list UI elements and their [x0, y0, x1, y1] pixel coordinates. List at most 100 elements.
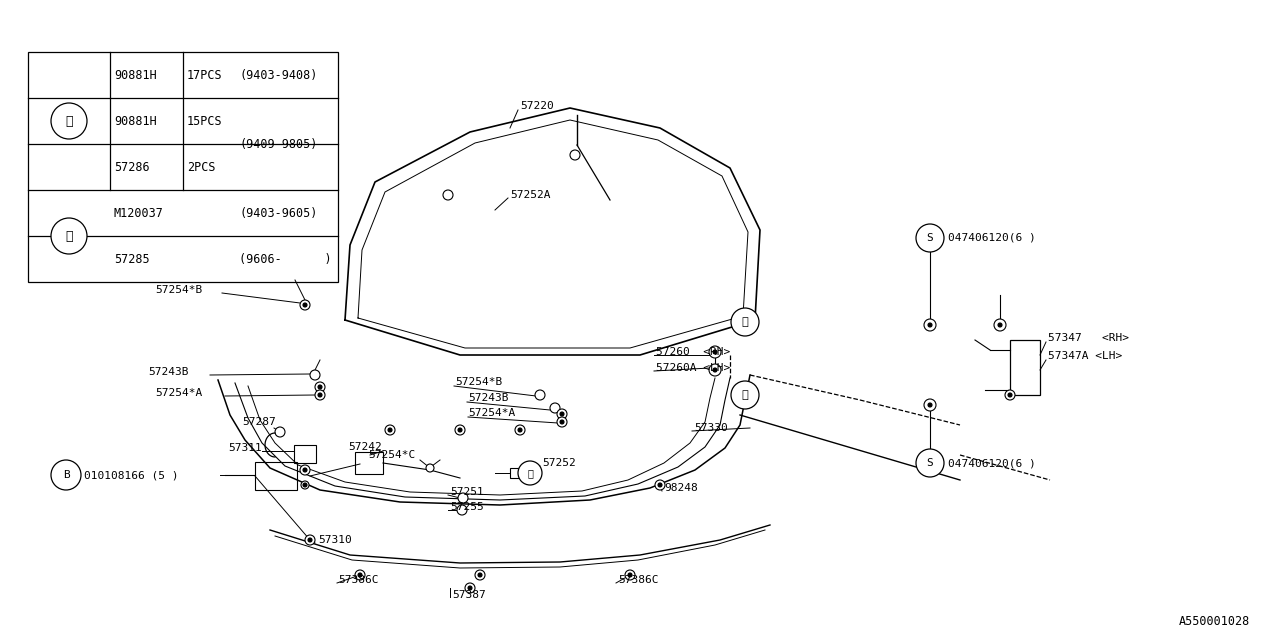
Text: 047406120(6 ): 047406120(6 ) — [948, 458, 1036, 468]
Circle shape — [457, 505, 467, 515]
Text: 57252A: 57252A — [509, 190, 550, 200]
Circle shape — [625, 570, 635, 580]
Bar — [355, 452, 383, 474]
Circle shape — [924, 319, 936, 331]
Text: 57243B: 57243B — [148, 367, 188, 377]
Text: 57260A <LH>: 57260A <LH> — [657, 363, 731, 373]
Circle shape — [928, 403, 932, 407]
Text: B: B — [63, 470, 69, 480]
Text: 17PCS: 17PCS — [187, 68, 223, 81]
Circle shape — [731, 308, 759, 336]
Text: 57260  <RH>: 57260 <RH> — [657, 347, 731, 357]
Text: 57242: 57242 — [348, 442, 381, 452]
Circle shape — [300, 465, 310, 475]
Circle shape — [713, 350, 717, 354]
Text: (9403-9605): (9403-9605) — [239, 207, 317, 220]
Bar — [255, 462, 297, 490]
Text: 57254*B: 57254*B — [155, 285, 202, 295]
Circle shape — [458, 493, 468, 503]
Text: 57387: 57387 — [452, 590, 485, 600]
Bar — [294, 445, 316, 463]
Text: 90881H: 90881H — [114, 68, 156, 81]
Text: S: S — [927, 233, 933, 243]
Circle shape — [310, 370, 320, 380]
Circle shape — [561, 412, 564, 416]
Circle shape — [454, 425, 465, 435]
Circle shape — [518, 428, 522, 432]
Text: 90881H: 90881H — [114, 115, 156, 127]
Text: 57255: 57255 — [451, 502, 484, 512]
Circle shape — [709, 364, 721, 376]
Text: 98248: 98248 — [664, 483, 698, 493]
Circle shape — [305, 535, 315, 545]
Circle shape — [355, 570, 365, 580]
Circle shape — [315, 382, 325, 392]
Text: S: S — [927, 458, 933, 468]
Text: 57311: 57311 — [228, 443, 261, 453]
Text: ①: ① — [527, 468, 532, 478]
Circle shape — [995, 319, 1006, 331]
Text: 57287: 57287 — [242, 417, 275, 427]
Text: 57347   <RH>: 57347 <RH> — [1048, 333, 1129, 343]
Circle shape — [570, 150, 580, 160]
Circle shape — [388, 428, 392, 432]
Bar — [28, 52, 338, 282]
Circle shape — [443, 190, 453, 200]
Circle shape — [557, 417, 567, 427]
Text: ②: ② — [741, 390, 749, 400]
Circle shape — [51, 460, 81, 490]
Text: 57330: 57330 — [694, 423, 728, 433]
Circle shape — [475, 570, 485, 580]
Circle shape — [916, 224, 945, 252]
Circle shape — [303, 303, 307, 307]
Text: 57243B: 57243B — [468, 393, 508, 403]
Circle shape — [477, 573, 483, 577]
Circle shape — [303, 483, 307, 487]
Circle shape — [458, 428, 462, 432]
Circle shape — [303, 468, 307, 472]
Circle shape — [928, 323, 932, 327]
Text: 57252: 57252 — [541, 458, 576, 468]
Bar — [1010, 340, 1039, 395]
Circle shape — [535, 390, 545, 400]
Circle shape — [924, 399, 936, 411]
Circle shape — [731, 381, 759, 409]
Circle shape — [916, 449, 945, 477]
Circle shape — [658, 483, 662, 487]
Circle shape — [998, 323, 1002, 327]
Text: (9403-9408): (9403-9408) — [239, 68, 317, 81]
Text: ②: ② — [65, 230, 73, 243]
Text: 57285: 57285 — [114, 253, 150, 266]
Circle shape — [713, 368, 717, 372]
Circle shape — [358, 573, 362, 577]
Text: 57251: 57251 — [451, 487, 484, 497]
Text: 57310: 57310 — [317, 535, 352, 545]
Text: A550001028: A550001028 — [1179, 615, 1251, 628]
Text: 57254*A: 57254*A — [468, 408, 516, 418]
Circle shape — [300, 300, 310, 310]
Circle shape — [317, 393, 323, 397]
Circle shape — [308, 538, 312, 542]
Text: M120037: M120037 — [114, 207, 164, 220]
Circle shape — [550, 403, 561, 413]
Circle shape — [275, 427, 285, 437]
Text: 57386C: 57386C — [338, 575, 379, 585]
Circle shape — [426, 464, 434, 472]
Text: 010108166 (5 ): 010108166 (5 ) — [84, 470, 178, 480]
Text: 57386C: 57386C — [618, 575, 658, 585]
Circle shape — [628, 573, 632, 577]
Circle shape — [468, 586, 472, 590]
Text: 57347A <LH>: 57347A <LH> — [1048, 351, 1123, 361]
Circle shape — [655, 480, 666, 490]
Text: 047406120(6 ): 047406120(6 ) — [948, 232, 1036, 242]
Text: 57220: 57220 — [520, 101, 554, 111]
Text: (9606-      ): (9606- ) — [239, 253, 332, 266]
Text: (9409-9805): (9409-9805) — [239, 138, 317, 150]
Text: 57254*A: 57254*A — [155, 388, 202, 398]
Text: 2PCS: 2PCS — [187, 161, 215, 173]
Text: 57254*B: 57254*B — [454, 377, 502, 387]
Bar — [509, 468, 525, 478]
Circle shape — [561, 420, 564, 424]
Circle shape — [301, 481, 308, 489]
Text: 15PCS: 15PCS — [187, 115, 223, 127]
